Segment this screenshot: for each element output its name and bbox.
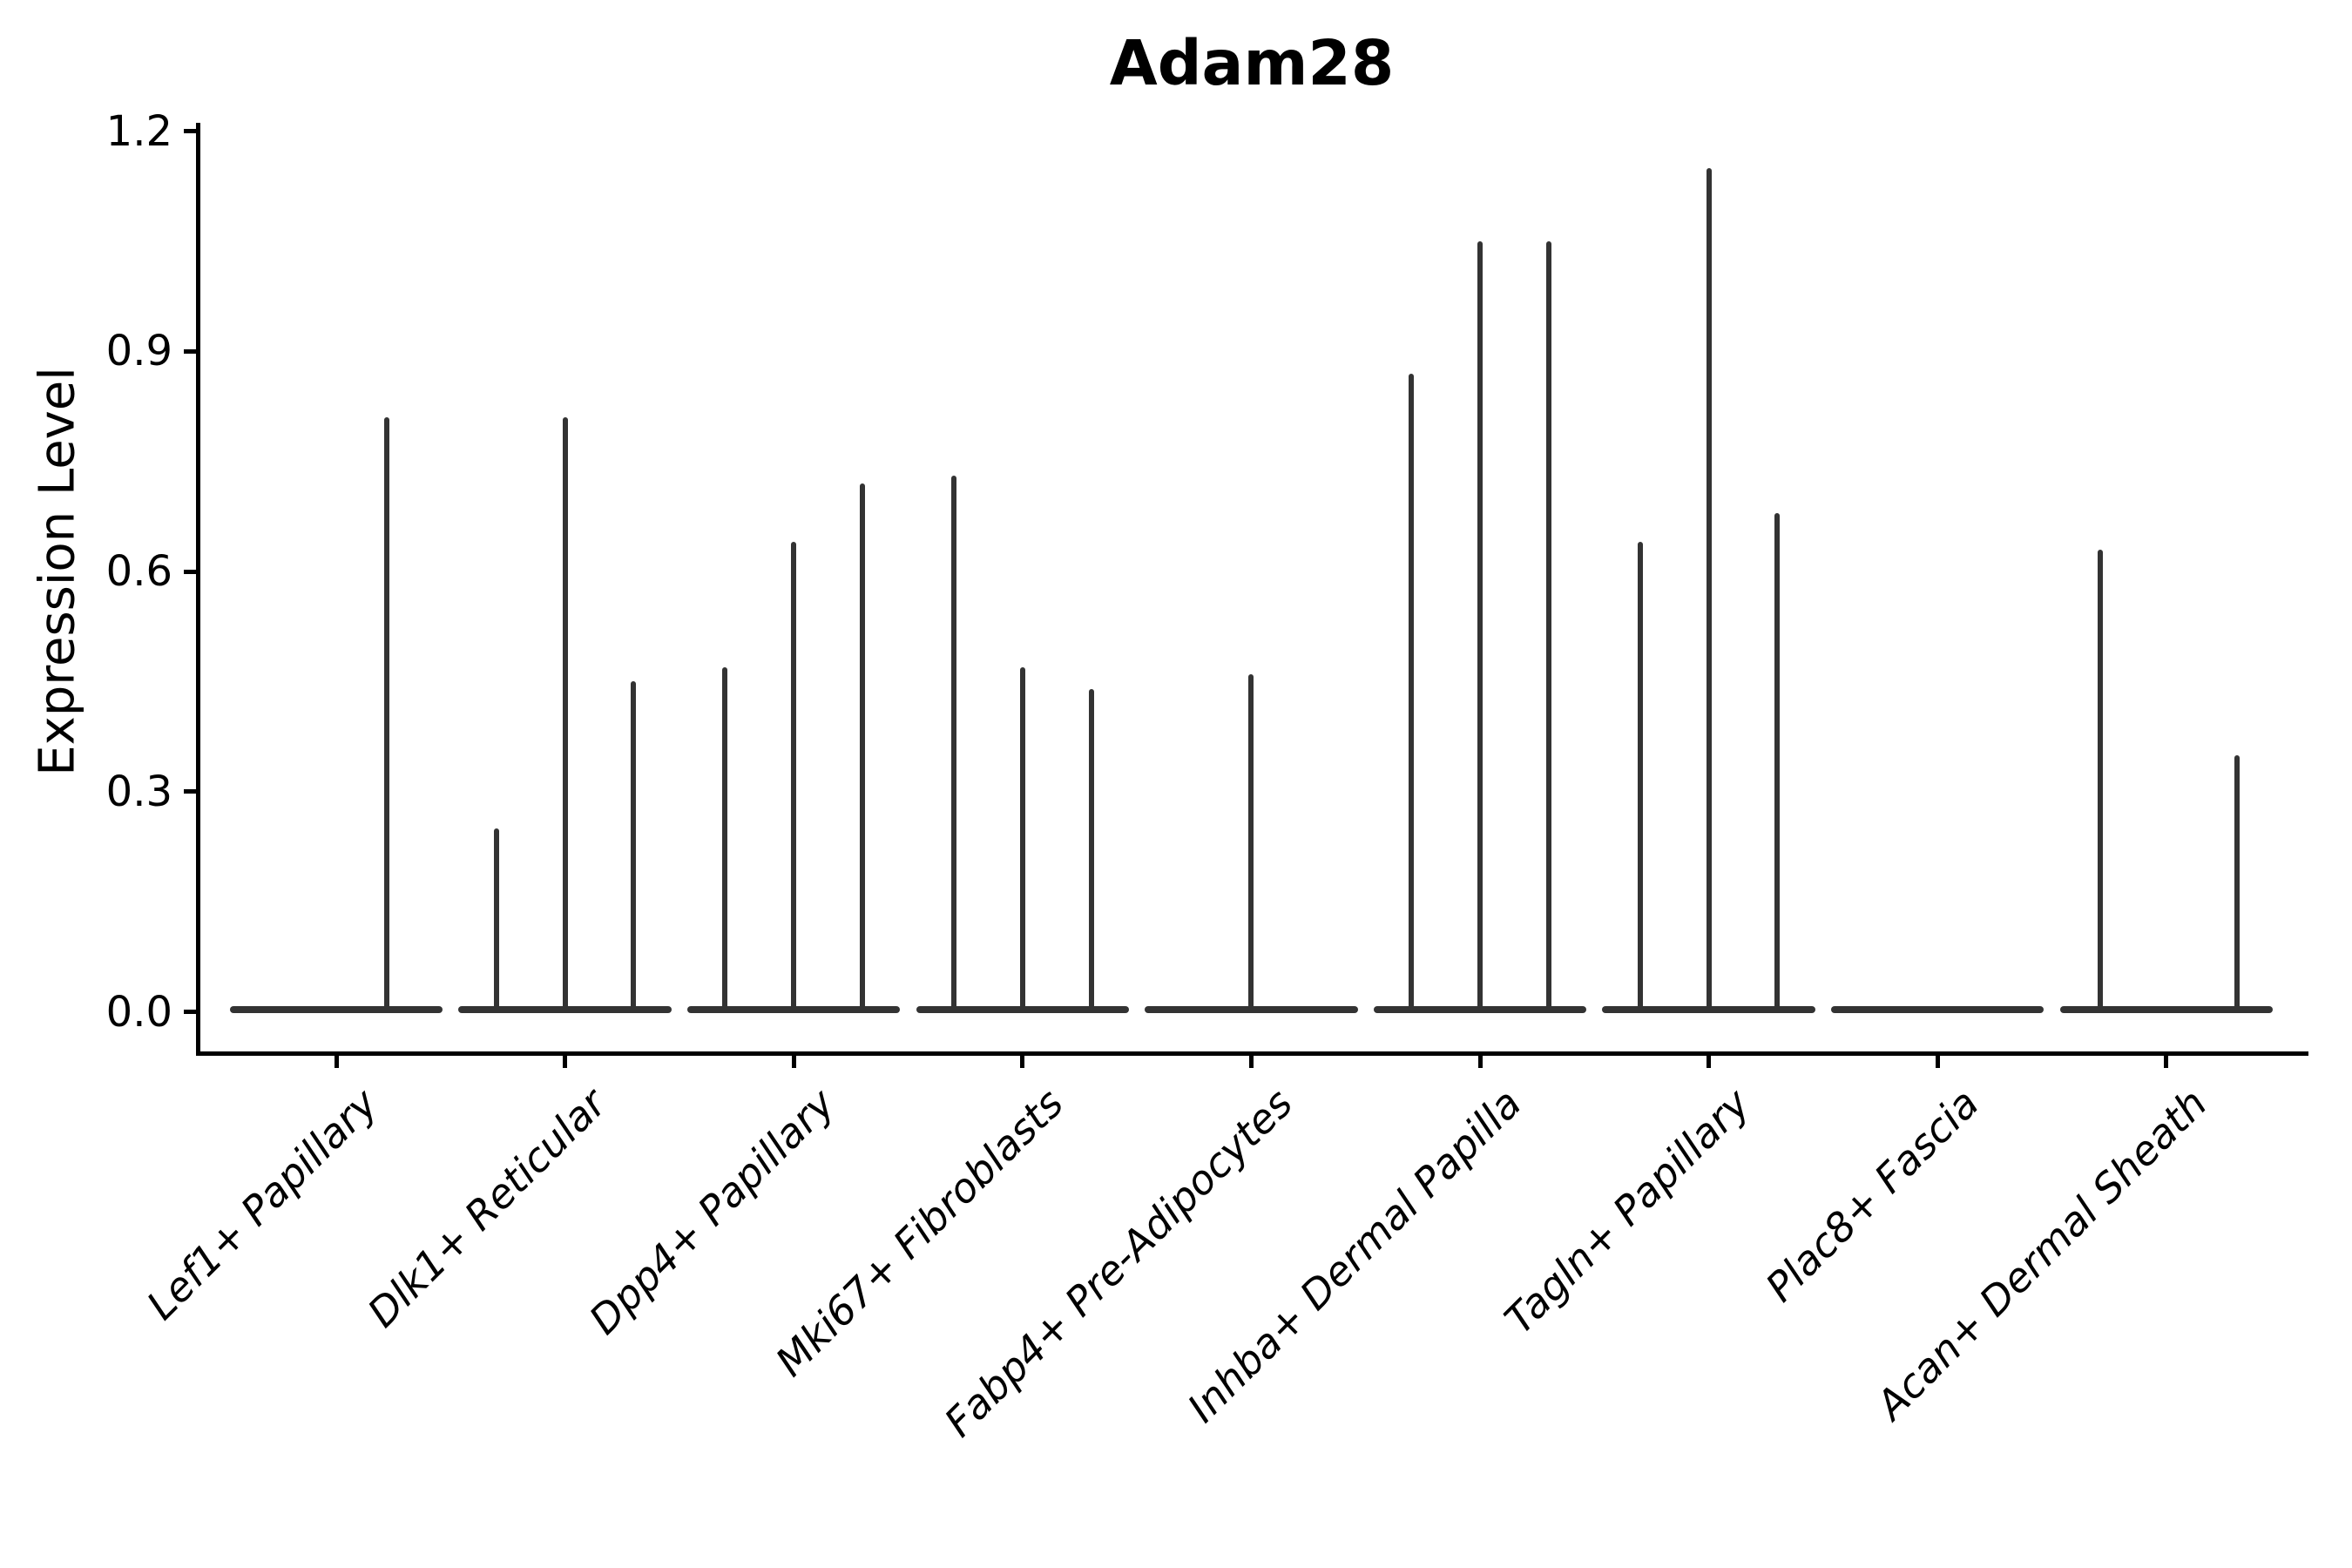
y-tick-label: 0.6 bbox=[105, 547, 172, 596]
x-tick-mark bbox=[1020, 1056, 1025, 1068]
x-tick-mark bbox=[334, 1056, 339, 1068]
violin-spike bbox=[1248, 673, 1254, 1010]
violin-spike bbox=[562, 417, 568, 1010]
violin-spike bbox=[1409, 373, 1415, 1010]
violin-body bbox=[1830, 1006, 2044, 1013]
y-tick-mark bbox=[184, 348, 196, 354]
violin-spike bbox=[2097, 549, 2103, 1010]
y-axis-spine bbox=[196, 123, 200, 1056]
y-tick-mark bbox=[184, 1010, 196, 1014]
x-tick-label: Plac8+ Fascia bbox=[1756, 1079, 1988, 1311]
y-tick-label: 0.3 bbox=[105, 767, 172, 816]
violin-spike bbox=[859, 483, 865, 1010]
violin-spike bbox=[631, 681, 637, 1010]
violin-spike bbox=[493, 828, 499, 1010]
violin-spike bbox=[383, 417, 389, 1010]
x-axis-spine bbox=[196, 1051, 2308, 1056]
violin-spike bbox=[1019, 666, 1025, 1010]
x-tick-mark bbox=[1935, 1056, 1940, 1068]
x-tick-label: Dlk1+ Reticular bbox=[358, 1079, 616, 1336]
violin-spike bbox=[1637, 542, 1643, 1010]
y-tick-label: 1.2 bbox=[105, 106, 172, 156]
violin-spike bbox=[1088, 688, 1094, 1010]
violin-spike bbox=[2234, 754, 2240, 1010]
violin-spike bbox=[1545, 240, 1551, 1010]
violin-spike bbox=[951, 476, 957, 1010]
violin-spike bbox=[722, 666, 728, 1010]
violin-spike bbox=[791, 542, 797, 1010]
violin-spike bbox=[1477, 240, 1483, 1010]
x-tick-mark bbox=[1477, 1056, 1483, 1068]
x-tick-mark bbox=[1707, 1056, 1712, 1068]
x-tick-mark bbox=[1248, 1056, 1254, 1068]
y-tick-label: 0.0 bbox=[105, 987, 172, 1037]
x-tick-label: Tagln+ Papillary bbox=[1495, 1079, 1760, 1343]
violin-spike bbox=[1706, 167, 1712, 1010]
x-tick-mark bbox=[791, 1056, 796, 1068]
x-tick-mark bbox=[2164, 1056, 2169, 1068]
x-tick-mark bbox=[563, 1056, 568, 1068]
x-tick-label: Dpp4+ Papillary bbox=[579, 1079, 844, 1343]
violin-body bbox=[229, 1006, 443, 1013]
y-tick-mark bbox=[184, 569, 196, 574]
violin-body bbox=[2059, 1006, 2274, 1013]
chart-title: Adam28 bbox=[1109, 27, 1395, 99]
y-tick-mark bbox=[184, 789, 196, 794]
violin-spike bbox=[1774, 512, 1781, 1010]
y-tick-mark bbox=[184, 129, 196, 133]
y-tick-label: 0.9 bbox=[105, 327, 172, 376]
x-tick-label: Lef1+ Papillary bbox=[137, 1079, 387, 1329]
